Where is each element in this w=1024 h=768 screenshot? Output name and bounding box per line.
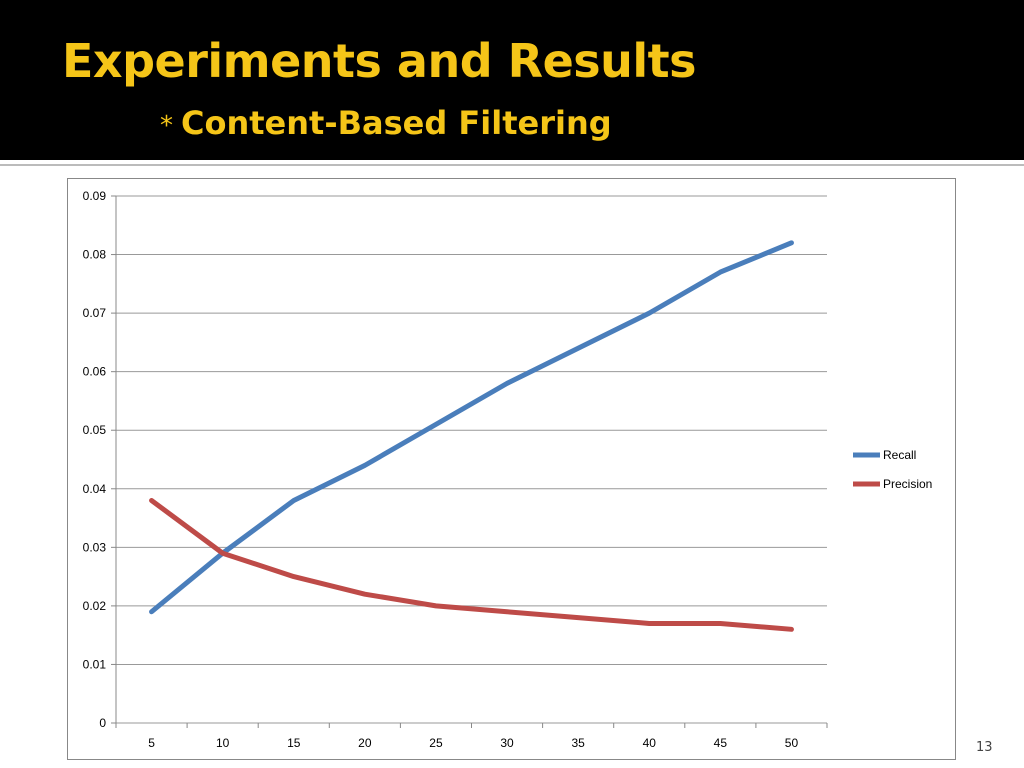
y-tick-label: 0.03 xyxy=(83,540,107,554)
y-tick-label: 0 xyxy=(99,716,106,730)
page-number: 13 xyxy=(976,740,993,755)
x-tick-label: 35 xyxy=(571,736,585,750)
legend-label: Precision xyxy=(883,477,932,491)
y-tick-label: 0.01 xyxy=(83,657,107,671)
x-tick-label: 5 xyxy=(148,736,155,750)
x-tick-label: 25 xyxy=(429,736,443,750)
chart-svg: 0 0.01 0.02 0.03 0.04 0.05 0.06 0.07 0.08 0.09 5 10… xyxy=(83,189,933,750)
y-tick-label: 0.09 xyxy=(83,189,107,203)
line-chart: 0 0.01 0.02 0.03 0.04 0.05 0.06 0.07 0.08 0.09 5 10… xyxy=(67,178,956,760)
series-line-recall xyxy=(149,240,794,615)
x-tick-label: 30 xyxy=(500,736,514,750)
series-line-precision xyxy=(149,497,794,632)
y-tick-label: 0.06 xyxy=(83,365,107,379)
bullet-star: * xyxy=(160,111,173,141)
x-tick-label: 20 xyxy=(358,736,372,750)
x-tick-label: 50 xyxy=(785,736,799,750)
slide-title: Experiments and Results xyxy=(62,34,697,88)
subtitle-text: Content-Based Filtering xyxy=(181,104,612,142)
y-tick-label: 0.08 xyxy=(83,248,107,262)
slide-header: Experiments and Results * Content-Based F… xyxy=(0,0,1024,160)
x-tick-label: 15 xyxy=(287,736,301,750)
header-divider xyxy=(0,164,1024,166)
y-tick-label: 0.07 xyxy=(83,306,107,320)
legend-label: Recall xyxy=(883,448,916,462)
y-tick-label: 0.02 xyxy=(83,599,107,613)
y-tick-label: 0.05 xyxy=(83,423,107,437)
x-tick-label: 40 xyxy=(643,736,657,750)
y-tick-label: 0.04 xyxy=(83,482,107,496)
x-tick-label: 45 xyxy=(714,736,728,750)
slide-subtitle: * Content-Based Filtering xyxy=(160,104,612,142)
x-tick-label: 10 xyxy=(216,736,230,750)
